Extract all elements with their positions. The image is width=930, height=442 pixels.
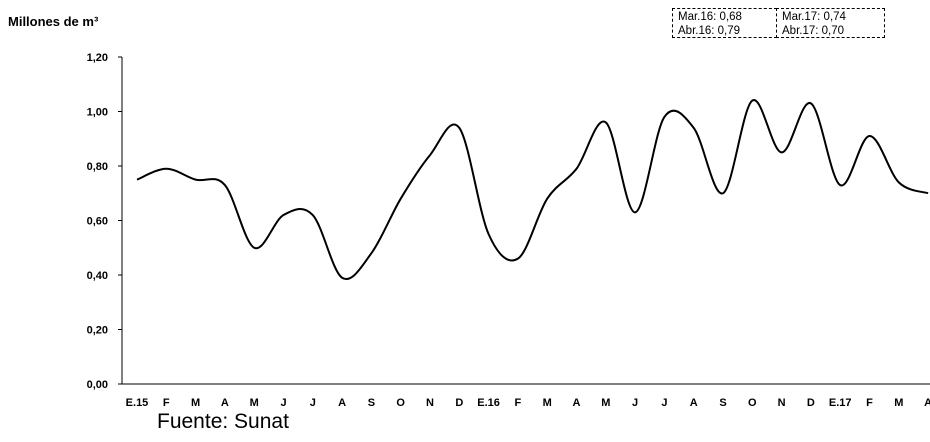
y-tick-label: 1,20 <box>87 52 108 64</box>
x-tick-label: D <box>455 397 463 409</box>
annotation-line: Mar.16: 0,68 <box>678 11 742 23</box>
x-tick-label: E.16 <box>477 397 500 409</box>
x-tick-label: A <box>221 397 229 409</box>
y-tick-label: 1,00 <box>87 107 108 119</box>
x-tick-label: A <box>573 397 581 409</box>
x-tick-label: E.15 <box>126 397 149 409</box>
y-axis-title: Millones de m³ <box>8 14 99 29</box>
x-axis: E.15 F M A M J J A S O N D E.16 F M A M J J A S O N D E.17 F M A <box>122 383 930 409</box>
annotation-box-2016: Mar.16: 0,68 Abr.16: 0,79 <box>672 8 777 38</box>
x-tick-label: S <box>368 397 375 409</box>
x-tick-label: M <box>250 397 259 409</box>
x-tick-label: A <box>924 397 930 409</box>
y-tick-label: 0,40 <box>87 270 108 282</box>
x-tick-label: A <box>338 397 346 409</box>
x-tick-label: E.17 <box>829 397 852 409</box>
x-tick-label: M <box>543 397 552 409</box>
annotation-line: Abr.16: 0,79 <box>678 25 741 37</box>
x-tick-label: D <box>807 397 815 409</box>
x-tick-label: F <box>163 397 170 409</box>
annotation-box-2017: Mar.17: 0,74 Abr.17: 0,70 <box>776 8 885 38</box>
x-tick-label: J <box>280 397 286 409</box>
x-tick-label: N <box>778 397 786 409</box>
x-tick-label: J <box>632 397 638 409</box>
source-note: Fuente: Sunat <box>157 410 289 433</box>
x-tick-label: J <box>661 397 667 409</box>
x-tick-label: M <box>894 397 903 409</box>
x-tick-label: M <box>601 397 610 409</box>
series-line <box>136 99 929 281</box>
x-tick-label: F <box>866 397 873 409</box>
x-tick-label: A <box>690 397 698 409</box>
x-tick-label: F <box>515 397 522 409</box>
series-group <box>136 99 929 281</box>
y-axis: 0,00 0,20 0,40 0,60 0,80 1,00 1,20 <box>87 52 123 391</box>
x-tick-label: O <box>748 397 757 409</box>
x-tick-label: J <box>310 397 316 409</box>
y-tick-label: 0,80 <box>87 161 108 173</box>
x-tick-label: O <box>396 397 405 409</box>
x-tick-label: S <box>719 397 726 409</box>
y-tick-label: 0,20 <box>87 325 108 337</box>
annotation-line: Mar.17: 0,74 <box>782 11 846 23</box>
y-tick-label: 0,60 <box>87 216 108 228</box>
x-tick-label: M <box>191 397 200 409</box>
x-tick-label: N <box>426 397 434 409</box>
y-tick-label: 0,00 <box>87 379 108 391</box>
annotation-line: Abr.17: 0,70 <box>782 25 845 37</box>
